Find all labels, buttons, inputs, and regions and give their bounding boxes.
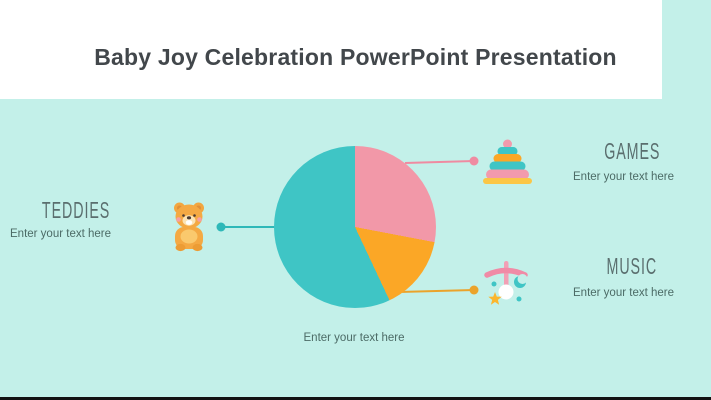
teddies-heading: TEDDIES (41, 197, 111, 223)
games-callout-dot (469, 156, 479, 166)
music-callout-line (398, 289, 475, 293)
games-heading: GAMES (603, 138, 661, 164)
stacking-rings-toy-icon (483, 139, 532, 184)
slide-title[interactable]: Baby Joy Celebration PowerPoint Presenta… (94, 44, 617, 70)
music-callout-dot (469, 285, 479, 295)
teddies-text-placeholder[interactable]: Enter your text here (10, 228, 111, 240)
teddies-callout-dot (216, 222, 226, 232)
pie-caption-placeholder[interactable]: Enter your text here (303, 332, 405, 344)
title-banner (0, 0, 662, 99)
games-text-placeholder[interactable]: Enter your text here (573, 171, 674, 183)
pie-chart[interactable] (274, 146, 436, 308)
baby-mobile-icon (484, 261, 528, 305)
music-heading: MUSIC (606, 253, 658, 279)
games-callout-line (404, 160, 475, 164)
music-text-placeholder[interactable]: Enter your text here (573, 287, 674, 299)
teddy-bear-icon (174, 202, 204, 252)
bottom-edge-bar (0, 397, 711, 400)
